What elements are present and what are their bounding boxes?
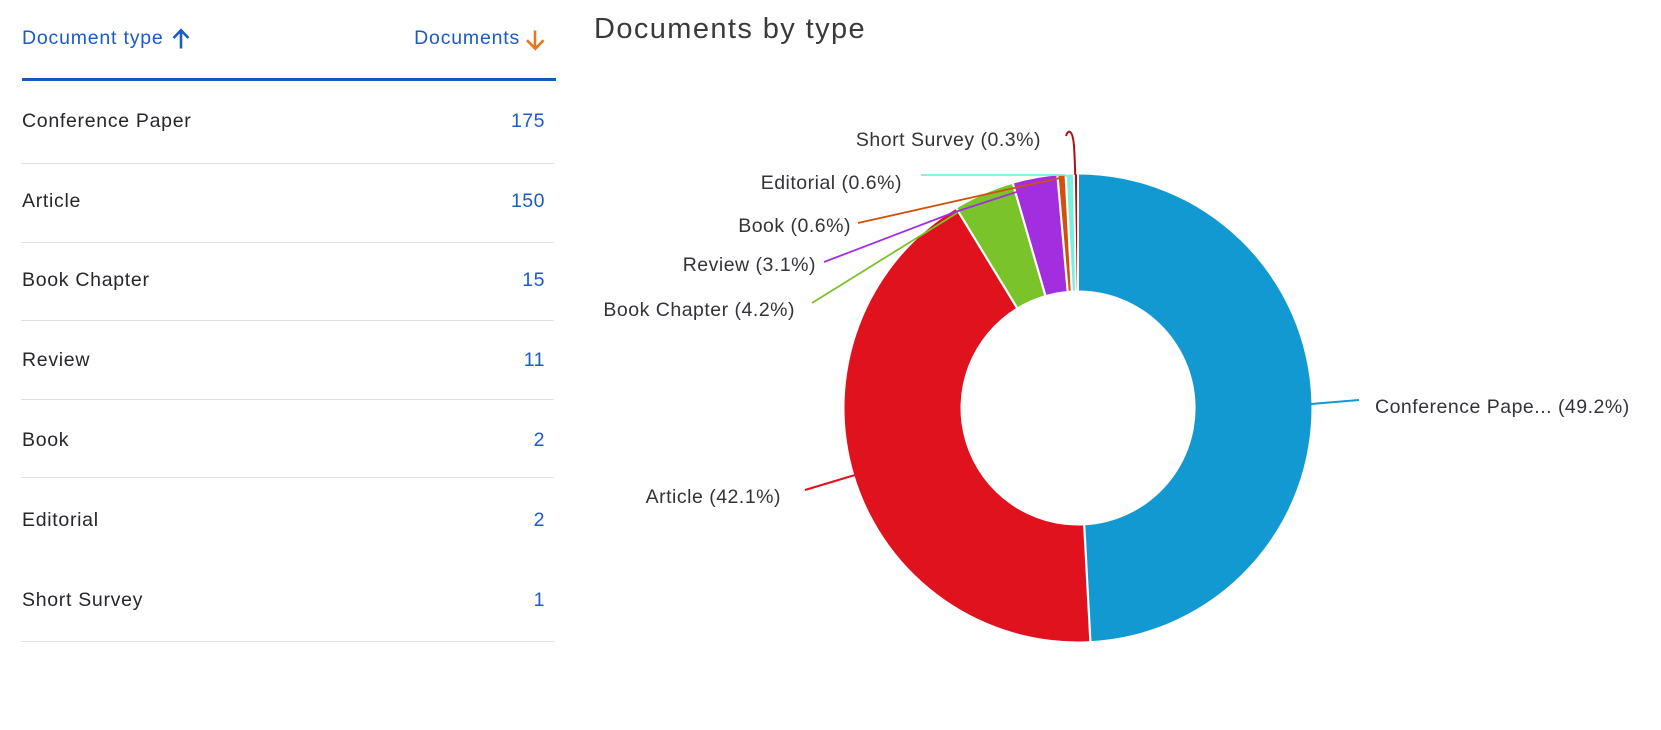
svg-text:Short Survey (0.3%): Short Survey (0.3%) <box>856 129 1041 151</box>
svg-text:Editorial (0.6%): Editorial (0.6%) <box>761 172 902 194</box>
svg-text:Book Chapter (4.2%): Book Chapter (4.2%) <box>603 299 795 321</box>
svg-text:Book (0.6%): Book (0.6%) <box>738 215 851 237</box>
svg-text:Article (42.1%): Article (42.1%) <box>646 486 781 508</box>
svg-text:Conference Pape... (49.2%): Conference Pape... (49.2%) <box>1375 396 1630 418</box>
svg-text:Review (3.1%): Review (3.1%) <box>683 254 816 276</box>
